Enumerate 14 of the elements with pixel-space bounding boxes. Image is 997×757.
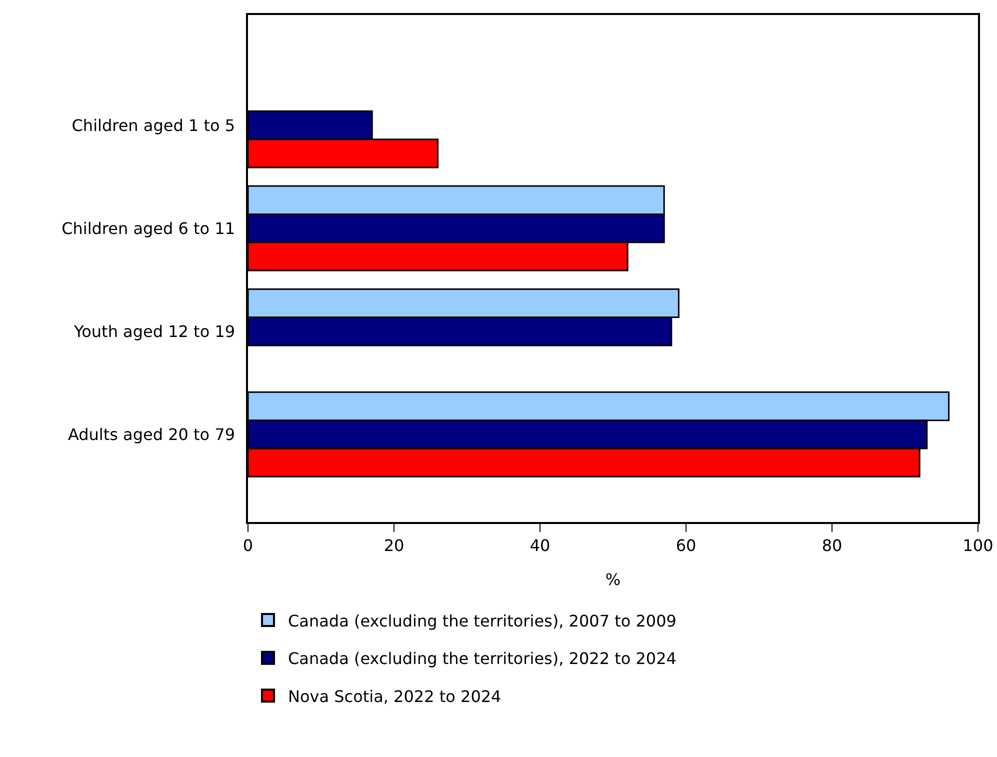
x-tick-label: 40 [530, 536, 550, 555]
x-tick-label: 20 [384, 536, 404, 555]
legend-label: Canada (excluding the territories), 2022 to 2024 [288, 649, 676, 668]
legend-label: Canada (excluding the territories), 2007 to 2009 [288, 611, 676, 630]
x-tick-label: 100 [962, 536, 994, 555]
y-tick-label: Youth aged 12 to 19 [72, 322, 236, 341]
x-tick-label: 60 [676, 536, 696, 555]
y-tick-label: Children aged 6 to 11 [62, 218, 236, 238]
x-tick-label: 80 [822, 536, 842, 555]
y-tick-label: Adults aged 20 to 79 [68, 425, 236, 444]
y-tick-label: Children aged 1 to 5 [72, 116, 236, 135]
x-axis-title: % [605, 570, 621, 590]
x-tick-label: 0 [242, 536, 254, 555]
legend-label: Nova Scotia, 2022 to 2024 [288, 686, 502, 706]
